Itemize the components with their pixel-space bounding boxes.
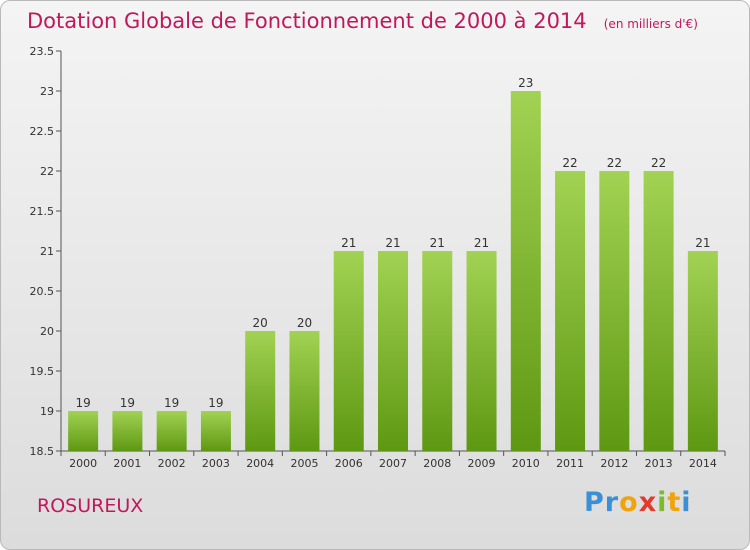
bar-2003 (200, 411, 231, 451)
bar-2013 (643, 171, 674, 451)
commune-name: ROSUREUX (37, 495, 144, 517)
y-tick-label: 23 (40, 85, 54, 98)
bar-2009 (466, 251, 497, 451)
bar-2008 (422, 251, 453, 451)
logo-letter: i (681, 487, 692, 518)
x-tick-label: 2001 (113, 457, 141, 470)
x-tick-label: 2000 (69, 457, 97, 470)
bar-2004 (245, 331, 276, 451)
bar-2007 (378, 251, 408, 451)
bar-value-label: 21 (341, 236, 356, 250)
x-tick-label: 2003 (202, 457, 230, 470)
y-tick-label: 19 (40, 405, 54, 418)
bar-value-label: 22 (651, 156, 666, 170)
bar-value-label: 20 (253, 316, 268, 330)
x-tick-label: 2007 (379, 457, 407, 470)
bar-value-label: 21 (474, 236, 489, 250)
bar-value-label: 19 (208, 396, 223, 410)
x-tick-label: 2010 (512, 457, 540, 470)
x-tick-label: 2005 (290, 457, 318, 470)
bar-2011 (555, 171, 586, 451)
axes: 18.5 19 19.5 20 20.5 21 21.5 22 22.5 23 23.5 2000 20… (30, 45, 726, 470)
bar-value-label: 21 (430, 236, 445, 250)
y-tick-label: 20 (40, 325, 54, 338)
x-tick-label: 2009 (468, 457, 496, 470)
bar-value-label: 19 (120, 396, 135, 410)
bar-2000 (68, 411, 99, 451)
chart-subtitle: (en milliers d'€) (603, 17, 698, 31)
bar-2001 (112, 411, 143, 451)
x-tick-label: 2012 (600, 457, 628, 470)
bar-value-label: 21 (695, 236, 710, 250)
bar-value-label: 19 (75, 396, 90, 410)
x-tick-label: 2002 (158, 457, 186, 470)
logo-letter: t (667, 487, 682, 518)
logo-letter: P (584, 487, 605, 518)
bar-value-label: 22 (607, 156, 622, 170)
bars (68, 91, 718, 451)
x-tick-label: 2006 (335, 457, 363, 470)
logo-letter: x (638, 487, 658, 518)
proxiti-logo: Proxiti (584, 487, 692, 518)
bar-value-label: 22 (562, 156, 577, 170)
y-tick-label: 19.5 (30, 365, 55, 378)
y-tick-label: 21 (40, 245, 54, 258)
chart-title: Dotation Globale de Fonctionnement de 20… (27, 9, 587, 33)
logo-letter: r (604, 487, 620, 518)
y-tick-label: 20.5 (30, 285, 55, 298)
bar-2006 (333, 251, 364, 451)
bar-value-label: 20 (297, 316, 312, 330)
logo-letter: i (657, 487, 668, 518)
y-tick-label: 22 (40, 165, 54, 178)
bar-value-label: 19 (164, 396, 179, 410)
value-labels: 19 19 19 19 20 20 21 21 21 21 23 22 22 22 21 (75, 76, 710, 410)
x-tick-label: 2011 (556, 457, 584, 470)
bar-2010 (510, 91, 541, 451)
bar-2014 (687, 251, 718, 451)
x-tick-label: 2014 (689, 457, 717, 470)
bar-value-label: 23 (518, 76, 533, 90)
x-tick-label: 2004 (246, 457, 274, 470)
bar-2005 (289, 331, 320, 451)
y-tick-label: 22.5 (30, 125, 55, 138)
logo-letter: o (619, 487, 639, 518)
x-tick-label: 2008 (423, 457, 451, 470)
y-tick-label: 18.5 (30, 445, 55, 458)
x-tick-label: 2013 (645, 457, 673, 470)
bar-2002 (156, 411, 187, 451)
title-row: Dotation Globale de Fonctionnement de 20… (27, 9, 698, 33)
y-tick-label: 23.5 (30, 45, 55, 58)
y-tick-label: 21.5 (30, 205, 55, 218)
bar-2012 (599, 171, 630, 451)
bar-value-label: 21 (385, 236, 400, 250)
